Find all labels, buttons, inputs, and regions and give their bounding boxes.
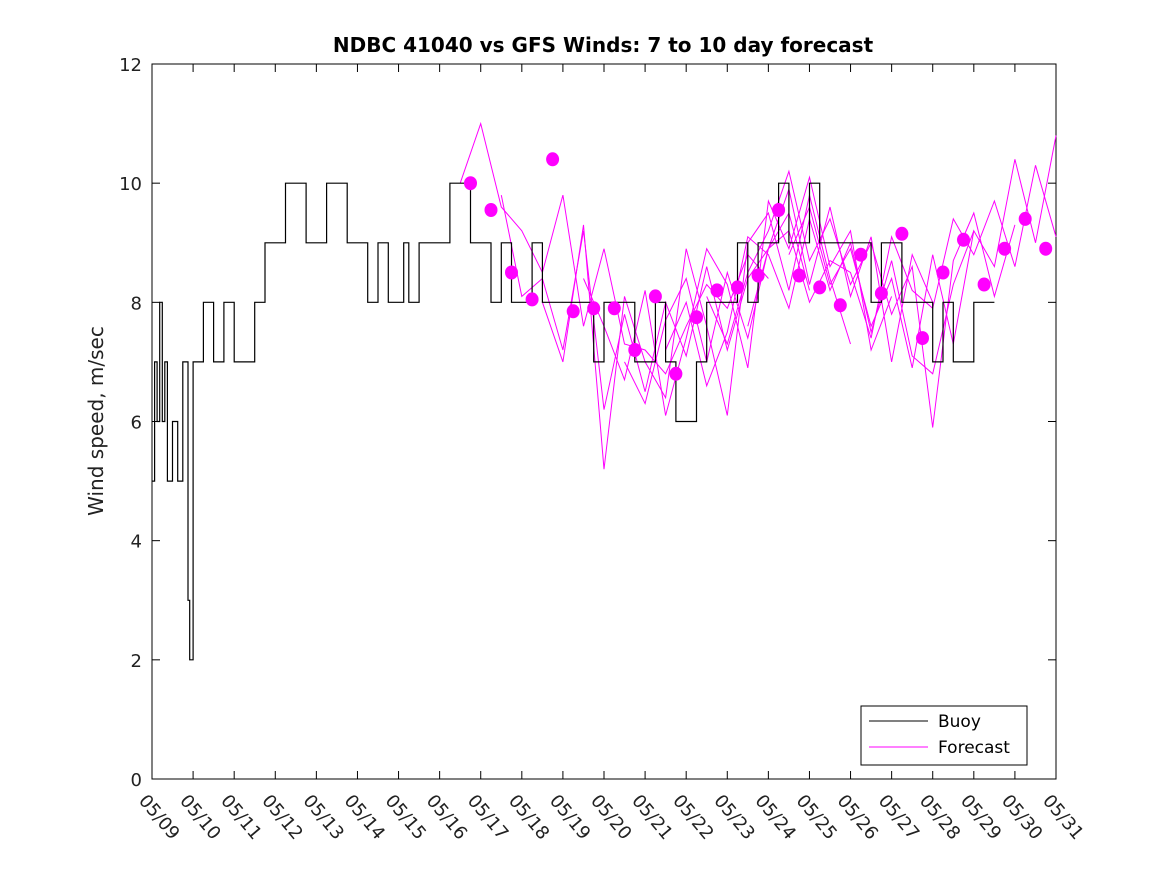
x-tick-label: 05/26 (833, 791, 882, 844)
y-tick-label: 0 (131, 770, 142, 791)
x-tick-label: 05/24 (751, 791, 800, 844)
forecast-point (916, 331, 929, 346)
plot-area (151, 63, 1057, 780)
buoy-line-group (152, 182, 995, 661)
chart-title: NDBC 41040 vs GFS Winds: 7 to 10 day for… (333, 33, 874, 57)
forecast-point (628, 343, 642, 357)
forecast-point (772, 203, 786, 217)
y-axis-label: Wind speed, m/sec (84, 326, 108, 516)
x-tick-label: 05/19 (545, 791, 594, 844)
x-tick-label: 05/15 (381, 791, 430, 844)
legend: Buoy Forecast (860, 705, 1028, 766)
y-tick-label: 10 (119, 174, 142, 195)
forecast-point (998, 241, 1012, 256)
x-tick-label: 05/21 (627, 791, 676, 844)
forecast-point (587, 301, 601, 316)
x-tick-label: 05/29 (956, 791, 1005, 844)
forecast-point (484, 203, 498, 217)
forecast-point (566, 304, 580, 319)
forecast-point (1039, 241, 1053, 256)
forecast-point (710, 283, 724, 298)
y-tick-label: 6 (131, 413, 142, 434)
plot-frame (151, 63, 1057, 780)
forecast-point (833, 298, 847, 313)
forecast-point (546, 152, 560, 167)
forecast-point (874, 286, 888, 301)
legend-buoy-label: Buoy (938, 712, 981, 732)
x-tick-label: 05/25 (792, 791, 841, 844)
forecast-point (648, 289, 662, 304)
forecast-point (607, 301, 621, 316)
buoy-line (152, 182, 995, 661)
x-tick-label: 05/11 (216, 791, 265, 844)
x-tick-label: 05/27 (874, 791, 923, 844)
forecast-point (936, 265, 950, 280)
x-tick-label: 05/28 (915, 791, 964, 844)
x-tick-label: 05/12 (257, 791, 306, 844)
forecast-point (977, 277, 991, 292)
x-tick-label: 05/10 (175, 791, 224, 844)
forecast-point (505, 265, 518, 280)
y-tick-label: 2 (131, 651, 142, 672)
x-tick-label: 05/20 (586, 791, 635, 844)
forecast-point (731, 280, 744, 295)
forecast-run-line (788, 135, 1057, 369)
forecast-point (854, 247, 868, 262)
x-tick-label: 05/18 (504, 791, 553, 844)
forecast-point (525, 292, 539, 307)
x-tick-label: 05/16 (422, 791, 471, 844)
x-tick-label: 05/30 (997, 791, 1046, 844)
forecast-point (792, 268, 806, 283)
forecast-point (690, 310, 703, 325)
x-tick-label: 05/13 (299, 791, 348, 844)
forecast-point (751, 268, 765, 283)
forecast-point (1018, 211, 1032, 226)
forecast-point (464, 176, 477, 191)
forecast-point (813, 280, 827, 295)
forecast-point (669, 366, 683, 381)
y-tick-label: 4 (131, 532, 142, 553)
y-tick-label: 12 (119, 55, 142, 76)
forecast-markers (464, 152, 1053, 381)
x-tick-label: 05/14 (340, 791, 389, 844)
forecast-run-line (665, 216, 975, 388)
forecast-point (957, 232, 970, 247)
x-tick-label: 05/23 (709, 791, 758, 844)
legend-forecast-label: Forecast (938, 738, 1010, 758)
y-axis: 0 2 4 6 8 10 12 (119, 55, 1056, 791)
x-tick-label: 05/31 (1038, 791, 1087, 844)
x-tick-label: 05/09 (134, 791, 183, 844)
legend-box (860, 705, 1028, 766)
x-tick-label: 05/22 (668, 791, 717, 844)
forecast-point (895, 226, 909, 241)
y-tick-label: 8 (131, 293, 142, 314)
x-tick-label: 05/17 (463, 791, 512, 844)
